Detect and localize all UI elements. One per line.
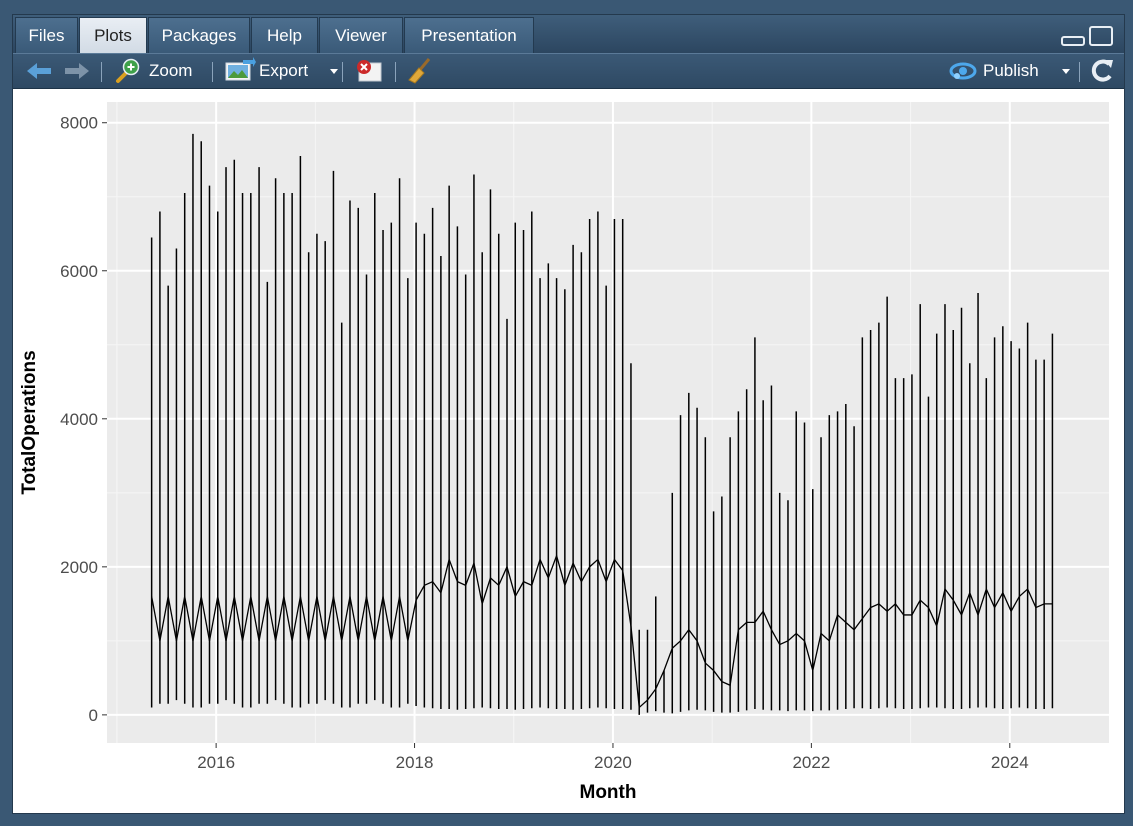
y-axis-title: TotalOperations <box>19 350 40 494</box>
toolbar-separator <box>342 62 343 82</box>
x-tick-label: 2024 <box>991 753 1029 772</box>
chevron-down-icon <box>1062 69 1070 74</box>
tab-packages[interactable]: Packages <box>148 17 250 53</box>
tab-plots[interactable]: Plots <box>79 17 147 53</box>
tab-presentation[interactable]: Presentation <box>404 17 534 53</box>
chevron-down-icon <box>330 69 338 74</box>
pane-tab-bar: Files Plots Packages Help Viewer Present… <box>13 15 1124 53</box>
broom-icon <box>408 58 431 84</box>
plot-panel <box>107 102 1109 743</box>
data-mean-line <box>151 553 1053 709</box>
refresh-button[interactable] <box>1089 54 1115 88</box>
export-image-icon <box>225 57 256 81</box>
remove-plot-icon <box>357 60 382 82</box>
forward-arrow-icon[interactable] <box>63 54 91 88</box>
y-tick-label: 6000 <box>60 262 98 281</box>
zoom-button[interactable]: Zoom <box>113 54 192 88</box>
x-tick-label: 2020 <box>594 753 632 772</box>
publish-icon <box>949 62 977 80</box>
x-axis-title: Month <box>580 782 637 803</box>
plots-pane: Files Plots Packages Help Viewer Present… <box>12 14 1125 814</box>
window-controls <box>1060 25 1116 47</box>
tab-files[interactable]: Files <box>15 17 78 53</box>
maximize-icon[interactable] <box>1089 26 1113 46</box>
toolbar-separator <box>1079 62 1080 82</box>
refresh-icon <box>1091 59 1113 82</box>
x-tick-label: 2022 <box>792 753 830 772</box>
mean-line <box>151 553 1053 709</box>
toolbar-separator <box>212 62 213 82</box>
x-tick-label: 2018 <box>396 753 434 772</box>
y-tick-label: 4000 <box>60 410 98 429</box>
toolbar-separator <box>101 62 102 82</box>
plot-canvas: 2016 2018 2020 2022 2024 0 2000 4000 6000 8000 Mo… <box>13 90 1124 813</box>
x-tick-label: 2016 <box>197 753 235 772</box>
remove-plot-button[interactable] <box>353 54 385 88</box>
publish-label: Publish <box>983 61 1039 80</box>
minimize-icon[interactable] <box>1061 36 1085 46</box>
toolbar-separator <box>395 62 396 82</box>
zoom-label: Zoom <box>149 61 193 80</box>
export-label: Export <box>259 61 309 80</box>
y-tick-label: 0 <box>89 706 98 725</box>
y-tick-label: 8000 <box>60 114 98 133</box>
tab-viewer[interactable]: Viewer <box>319 17 403 53</box>
back-arrow-icon[interactable] <box>25 54 53 88</box>
export-button[interactable]: Export <box>223 54 338 88</box>
plots-toolbar: Zoom Export <box>13 53 1124 89</box>
publish-button[interactable]: Publish <box>948 54 1070 88</box>
data-range-bars <box>150 133 1054 715</box>
y-tick-label: 2000 <box>60 558 98 577</box>
grid-lines <box>107 102 1109 743</box>
zoom-magnifier-icon <box>116 58 140 83</box>
axes: 2016 2018 2020 2022 2024 0 2000 4000 6000 8000 <box>60 114 1029 772</box>
tab-help[interactable]: Help <box>251 17 318 53</box>
clear-all-button[interactable] <box>405 54 433 88</box>
